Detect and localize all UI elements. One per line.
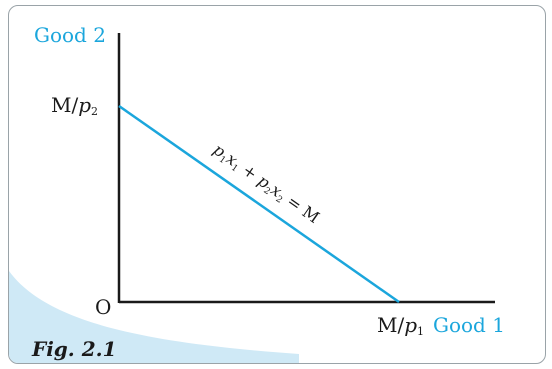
corner-decoration (9, 271, 299, 363)
figure-caption: Fig. 2.1 (32, 337, 117, 361)
svg-text:p1x1 + p2x2 = M: p1x1 + p2x2 = M (209, 140, 323, 229)
figure-frame: Good 2 Good 1 O M/p2 M/p1 p1x1 + p2x2 = … (8, 5, 546, 364)
origin-label: O (95, 295, 111, 319)
budget-equation: p1x1 + p2x2 = M (209, 140, 323, 229)
budget-line (118, 104, 400, 304)
y-axis-label: Good 2 (34, 23, 106, 47)
budget-line-diagram: Good 2 Good 1 O M/p2 M/p1 p1x1 + p2x2 = … (9, 23, 505, 363)
y-intercept-label: M/p2 (51, 93, 98, 118)
x-axis-label: Good 1 (433, 313, 505, 337)
x-intercept-label: M/p1 (377, 313, 424, 338)
